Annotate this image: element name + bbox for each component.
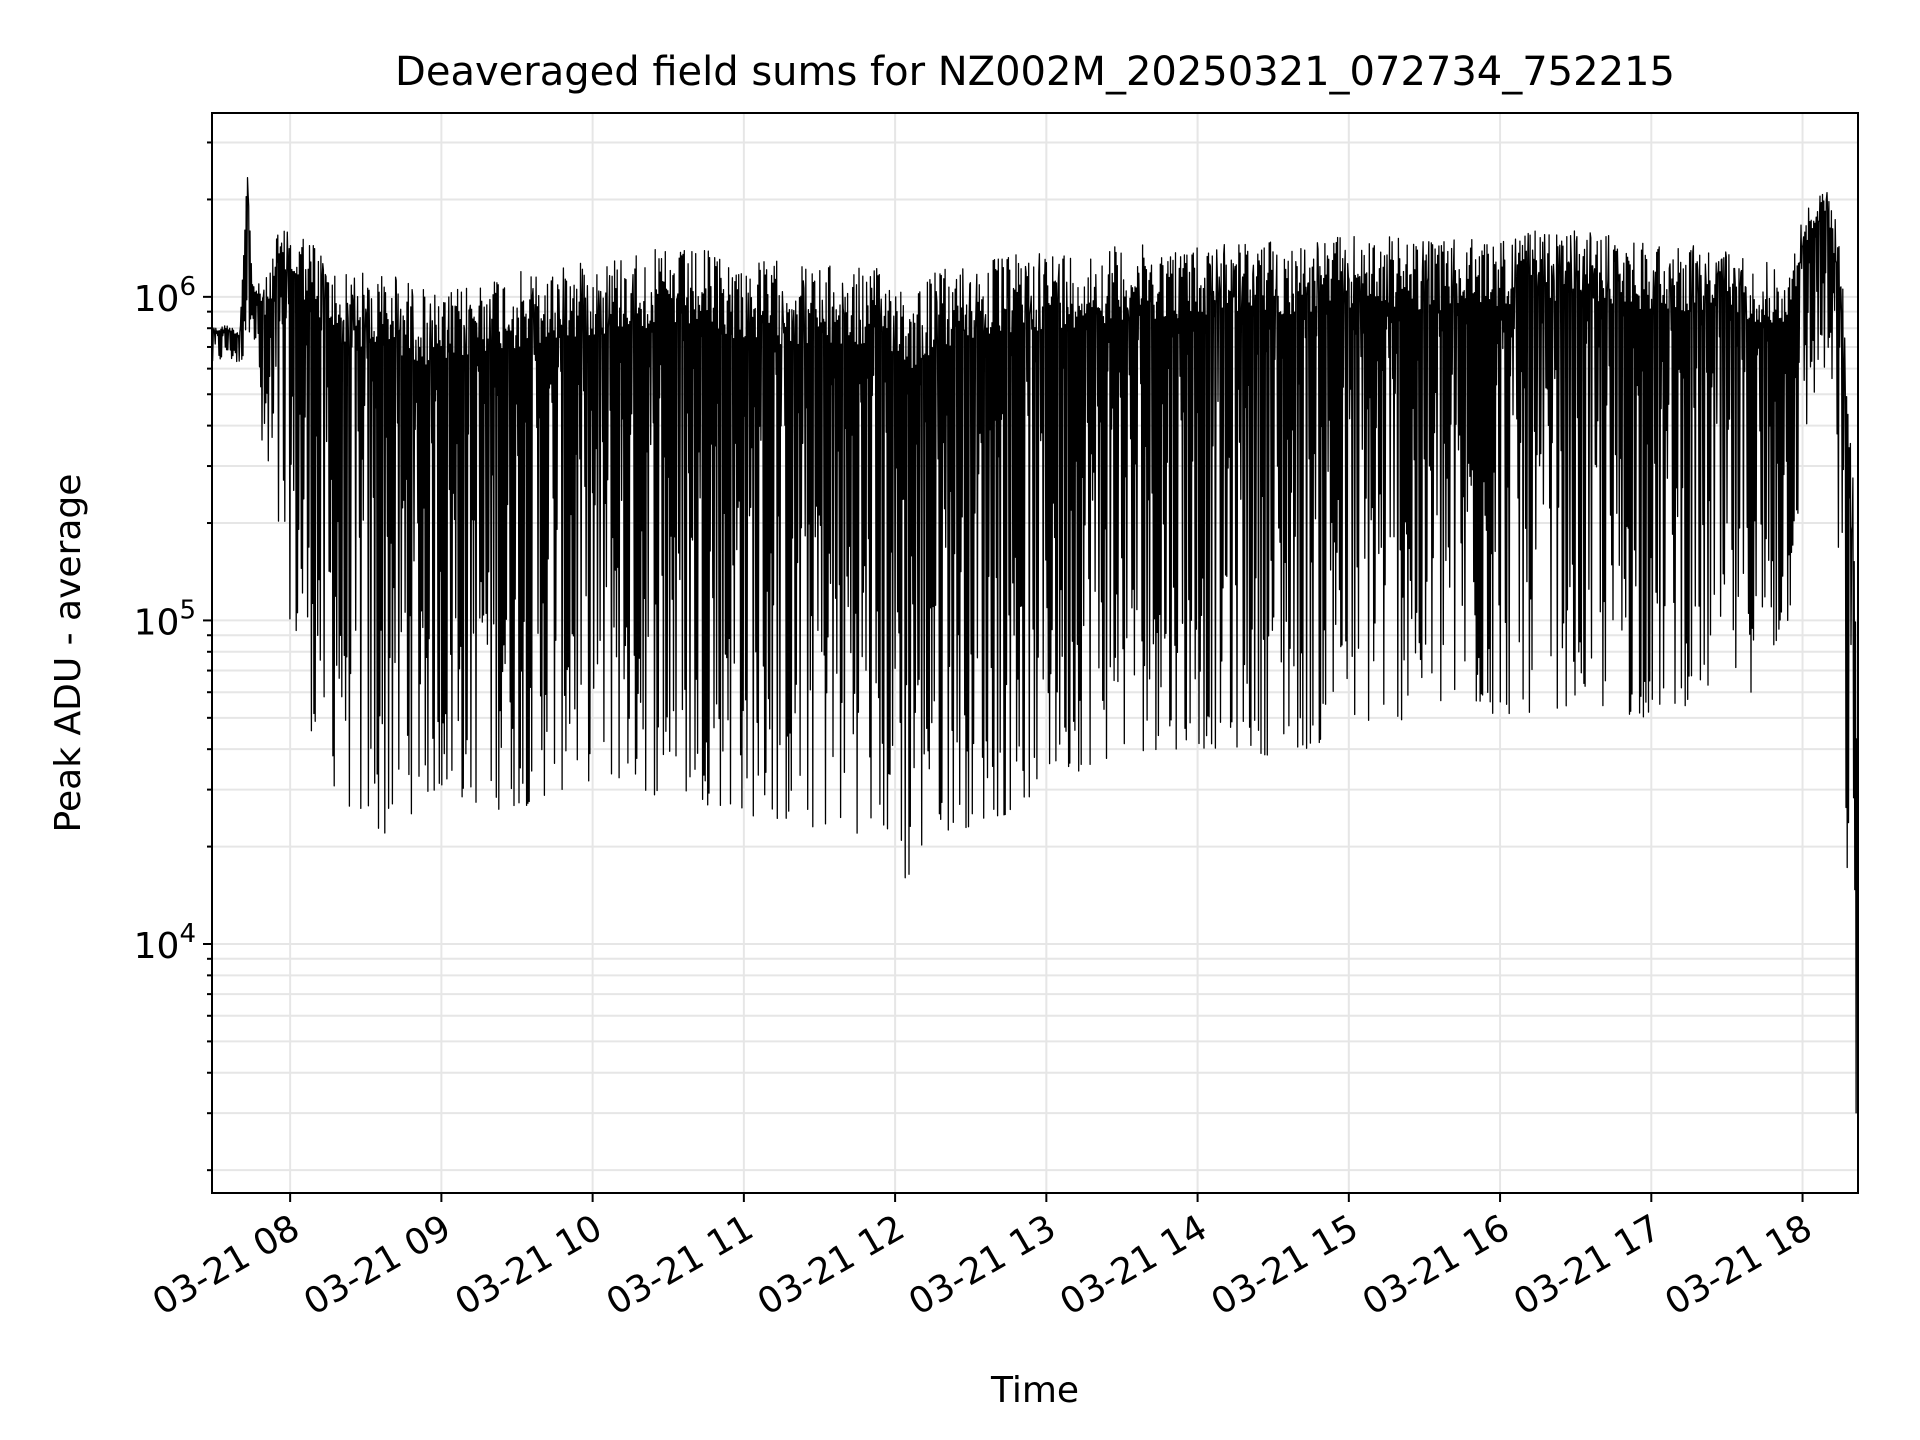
y-tick-exponent: 5	[179, 595, 196, 625]
y-tick-label: 104	[134, 919, 196, 967]
x-tick-label: 03-21 16	[1356, 1207, 1517, 1323]
x-tick-label: 03-21 17	[1507, 1207, 1668, 1323]
x-tick-label: 03-21 09	[297, 1207, 458, 1323]
y-tick-base: 10	[134, 279, 180, 320]
y-tick-label: 106	[134, 272, 196, 320]
y-tick-base: 10	[134, 926, 180, 967]
x-tick-label: 03-21 15	[1205, 1207, 1366, 1323]
x-tick-label: 03-21 13	[902, 1207, 1063, 1323]
y-tick-exponent: 4	[179, 919, 196, 949]
x-tick-label: 03-21 10	[448, 1207, 609, 1323]
chart-title: Deaveraged field sums for NZ002M_2025032…	[395, 49, 1675, 95]
y-axis-label: Peak ADU - average	[48, 474, 89, 833]
x-tick-label: 03-21 18	[1658, 1207, 1819, 1323]
plot-frame	[211, 112, 1859, 1194]
y-tick-exponent: 6	[179, 272, 196, 302]
x-tick-label: 03-21 14	[1053, 1207, 1214, 1323]
y-tick-base: 10	[134, 602, 180, 643]
x-tick-label: 03-21 11	[600, 1207, 761, 1323]
x-axis-label: Time	[990, 1370, 1079, 1411]
y-tick-label: 105	[134, 595, 196, 643]
x-tick-label: 03-21 08	[146, 1207, 307, 1323]
data-series-line	[211, 177, 1859, 1114]
data-layer	[211, 177, 1859, 1114]
x-tick-label: 03-21 12	[751, 1207, 912, 1323]
